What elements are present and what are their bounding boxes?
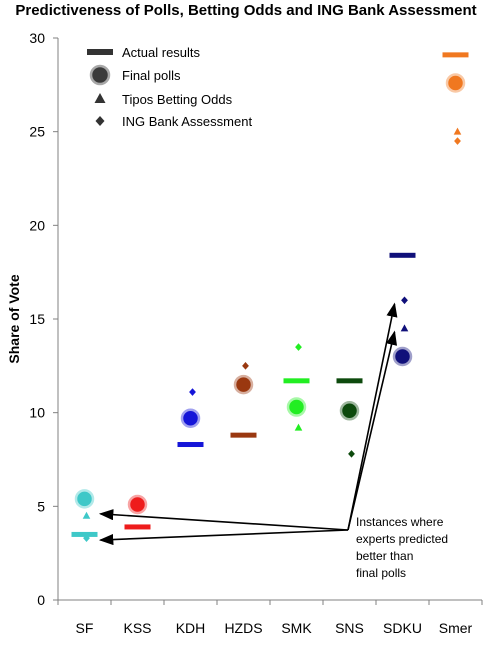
chart-title: Predictiveness of Polls, Betting Odds an… [15, 2, 477, 19]
x-tick-label: KDH [176, 620, 206, 636]
annotation: Instances where experts predicted better t… [98, 302, 448, 580]
legend-label: Final polls [122, 68, 181, 83]
y-tick-label: 0 [37, 592, 45, 608]
y-axis-title: Share of Vote [6, 274, 22, 363]
legend: Actual results Final polls Tipos Betting O… [87, 45, 252, 129]
circle-marker-sns [339, 401, 360, 421]
x-tick-label: KSS [123, 620, 151, 636]
x-tick-label: SNS [335, 620, 364, 636]
axes: 0 5 10 15 20 25 30 SF KSS KDH HZDS SMK SNS SDKU Smer Sh… [6, 30, 483, 636]
triangle-marker-sdku [400, 324, 409, 332]
annotation-text-line: Instances where [356, 515, 444, 529]
annotation-text-line: final polls [356, 566, 406, 580]
circle-marker-kss [127, 494, 148, 515]
dash-marker-hzds [230, 432, 257, 438]
y-tick-label: 30 [29, 30, 45, 46]
circle-marker-sdku [392, 346, 413, 367]
annotation-text-line: better than [356, 549, 413, 563]
diamond-marker-kdh [189, 388, 196, 396]
dash-marker-sns [336, 378, 363, 384]
dash-marker-kss [124, 524, 151, 530]
x-tick-label: SDKU [383, 620, 422, 636]
legend-swatch-circle [89, 64, 111, 86]
y-tick-label: 5 [37, 498, 45, 514]
triangle-marker-sf [82, 511, 91, 519]
circle-marker-sf [74, 489, 95, 509]
diamond-marker-hzds [242, 362, 249, 370]
y-tick-label: 15 [29, 311, 45, 327]
dash-marker-sdku [389, 252, 416, 258]
x-tick-label: HZDS [224, 620, 262, 636]
circle-marker-smk [286, 397, 307, 417]
annotation-arrow [98, 529, 349, 546]
x-tick-label: SF [76, 620, 94, 636]
data-marks [71, 52, 469, 542]
dash-marker-sf [71, 531, 98, 537]
circle-marker-hzds [233, 374, 254, 395]
diamond-marker-sns [348, 450, 355, 458]
legend-label: Actual results [122, 45, 201, 60]
legend-label: ING Bank Assessment [122, 114, 252, 129]
diamond-marker-smer [454, 137, 461, 145]
y-tick-label: 25 [29, 124, 45, 140]
annotation-arrow [98, 509, 349, 531]
legend-swatch-diamond [95, 116, 105, 126]
legend-swatch-triangle [94, 93, 106, 103]
x-tick-label: Smer [439, 620, 473, 636]
triangle-marker-smer [453, 127, 462, 135]
diamond-marker-sdku [401, 296, 408, 305]
dash-marker-kdh [177, 442, 204, 448]
annotation-arrow [347, 330, 398, 531]
y-tick-label: 10 [29, 405, 45, 421]
circle-marker-kdh [180, 408, 201, 429]
legend-swatch-dash [87, 49, 113, 55]
y-tick-label: 20 [29, 217, 45, 233]
circle-marker-smer [445, 73, 466, 93]
annotation-arrow [347, 302, 398, 531]
diamond-marker-smk [295, 343, 302, 351]
triangle-marker-smk [294, 423, 303, 431]
annotation-text-line: experts predicted [356, 532, 448, 546]
diamond-marker-sf [83, 534, 90, 542]
legend-label: Tipos Betting Odds [122, 92, 233, 107]
x-tick-label: SMK [281, 620, 312, 636]
dash-marker-smk [283, 378, 310, 384]
dash-marker-smer [442, 52, 469, 58]
